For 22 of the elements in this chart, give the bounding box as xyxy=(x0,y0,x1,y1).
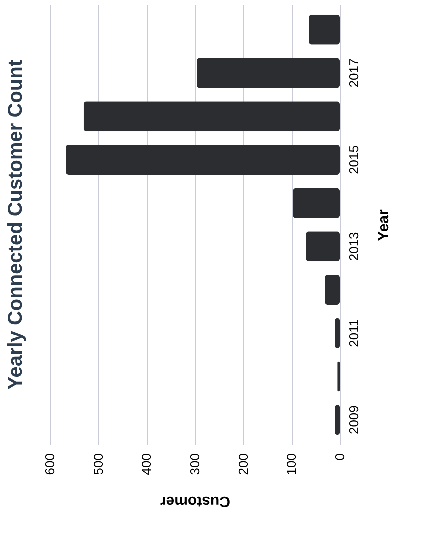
x-tick-label: 600 xyxy=(42,454,58,476)
bar xyxy=(293,188,340,218)
y-tick-label: 2011 xyxy=(346,319,362,348)
bar xyxy=(66,144,340,175)
y-tick-label: 2015 xyxy=(346,146,362,174)
x-axis-title: Customer xyxy=(160,493,231,510)
y-tick-label: 2017 xyxy=(346,58,362,88)
x-tick-label: 400 xyxy=(139,454,154,476)
bar xyxy=(306,232,340,262)
x-tick-label: 0 xyxy=(332,454,348,461)
y-axis-title: Year xyxy=(376,209,392,242)
x-tick-label: 300 xyxy=(188,454,202,476)
bar xyxy=(325,275,340,306)
bar xyxy=(196,58,340,88)
x-tick-label: 100 xyxy=(284,454,300,476)
y-tick-label: 2013 xyxy=(346,232,362,262)
bar xyxy=(309,14,340,45)
y-tick-label: 2009 xyxy=(346,406,362,435)
text: Yearly Connected Customer Count xyxy=(5,60,27,390)
x-tick-label: 500 xyxy=(90,454,106,476)
bar xyxy=(84,102,340,132)
x-tick-label: 200 xyxy=(236,454,251,476)
